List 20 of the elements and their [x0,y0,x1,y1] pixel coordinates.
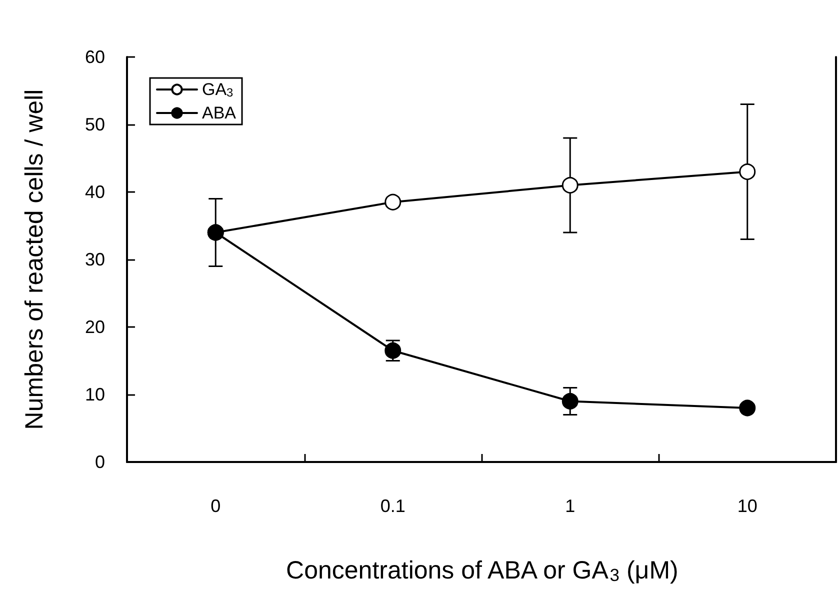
point [562,177,578,194]
x-tick-label: 1 [565,496,576,516]
y-tick-label: 20 [84,317,105,337]
legend-label: GA3 [202,80,234,100]
y-tick-label: 50 [84,114,105,134]
x-tick-label: 0 [210,496,221,516]
x-tick-label: 0.1 [380,496,406,516]
y-tick-label: 60 [84,47,105,67]
y-tick-label: 40 [84,182,105,202]
x-tick-label: 10 [737,496,758,516]
point [562,393,578,410]
y-tick-label: 30 [84,250,105,270]
x-axis-title: Concentrations of ABA or GA3 (μM) [286,556,678,585]
legend-label: ABA [202,103,237,122]
y-axis-title: Numbers of reacted cells / well [20,89,48,430]
point [739,400,756,416]
point [739,164,756,180]
y-tick-label: 10 [84,384,105,404]
y-tick-label: 0 [94,452,105,472]
point [384,194,402,210]
